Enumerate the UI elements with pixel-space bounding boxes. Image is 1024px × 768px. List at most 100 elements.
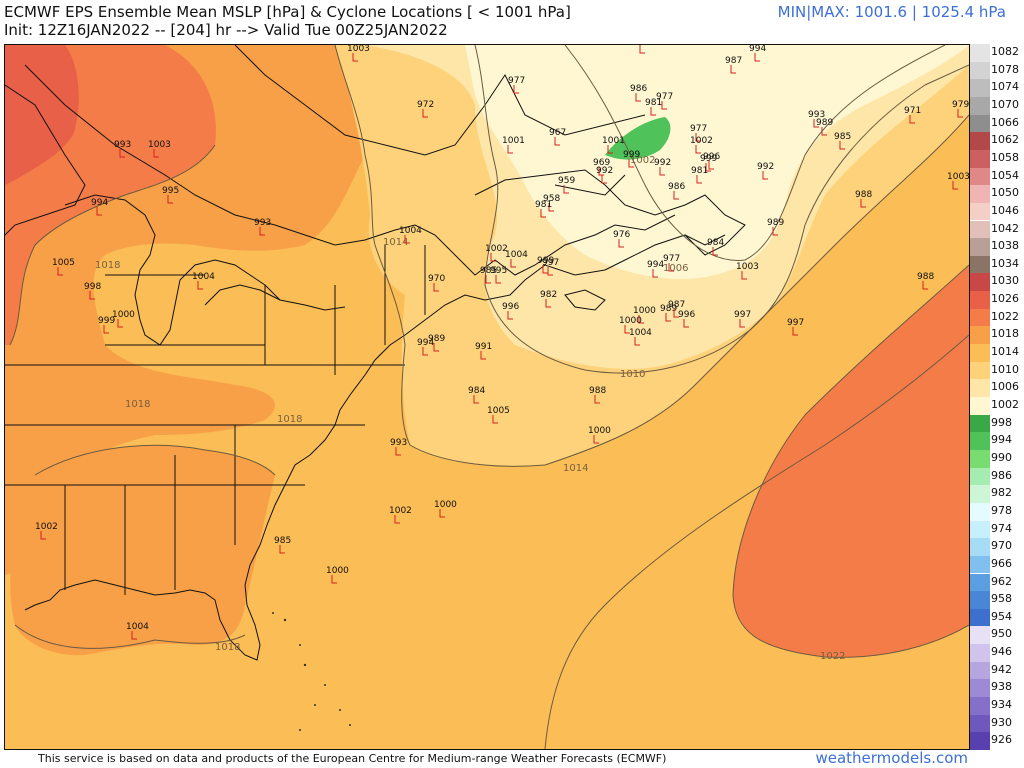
cyclone-pressure-label: 996 xyxy=(502,302,519,312)
colorbar-entry: 990 xyxy=(970,449,1020,468)
cyclone-l-icon xyxy=(792,327,798,336)
cyclone-l-icon xyxy=(119,149,125,158)
islands xyxy=(272,612,351,731)
cyclone-marker: 977 xyxy=(690,124,707,142)
cyclone-marker: 996 xyxy=(703,152,720,170)
colorbar-entry: 966 xyxy=(970,555,1020,574)
cyclone-l-icon xyxy=(659,167,665,176)
cyclone-pressure-label: 994 xyxy=(417,338,434,348)
cyclone-marker: 995 xyxy=(162,186,179,204)
cyclone-l-icon xyxy=(547,267,553,276)
cyclone-marker: 1004 xyxy=(399,226,422,244)
colorbar-swatch xyxy=(970,238,990,256)
colorbar-swatch xyxy=(970,291,990,309)
cyclone-l-icon xyxy=(635,93,641,102)
colorbar-label: 1066 xyxy=(991,115,1019,129)
colorbar-entry: 1066 xyxy=(970,114,1020,133)
cyclone-pressure-label: 1004 xyxy=(505,250,528,260)
cyclone-l-icon xyxy=(634,337,640,346)
shading-1022-1026-se xyxy=(733,265,969,658)
cyclone-l-icon xyxy=(563,185,569,194)
colorbar-label: 1058 xyxy=(991,150,1019,164)
cyclone-marker: 1002 xyxy=(690,136,713,154)
colorbar-entry: 982 xyxy=(970,485,1020,503)
cyclone-marker: 1003 xyxy=(347,45,370,62)
colorbar-entry: 950 xyxy=(970,626,1020,645)
cyclone-l-icon xyxy=(495,275,501,284)
colorbar-label: 942 xyxy=(991,662,1012,676)
cyclone-l-icon xyxy=(89,291,95,300)
cyclone-marker: 972 xyxy=(417,100,434,118)
colorbar-entry: 1058 xyxy=(970,149,1020,168)
cyclone-pressure-label: 999 xyxy=(537,256,554,266)
colorbar-entry: 1010 xyxy=(970,361,1020,380)
cyclone-l-icon xyxy=(860,199,866,208)
colorbar-label: 934 xyxy=(991,698,1012,712)
cyclone-l-icon xyxy=(507,311,513,320)
cyclone-marker: 999 xyxy=(623,150,640,168)
colorbar-swatch xyxy=(970,697,990,715)
brand-link[interactable]: weathermodels.com xyxy=(815,749,968,767)
colorbar-swatch xyxy=(970,485,990,503)
cyclone-marker: 1003 xyxy=(148,140,171,158)
cyclone-l-icon xyxy=(513,85,519,94)
colorbar-entry: 958 xyxy=(970,591,1020,609)
cyclone-marker: 985 xyxy=(834,132,851,150)
colorbar-label: 982 xyxy=(991,486,1012,500)
cyclone-marker: 996 xyxy=(502,302,519,320)
cyclone-marker: 1001 xyxy=(602,136,625,154)
cyclone-l-icon xyxy=(404,235,410,244)
isobar-lines xyxy=(9,45,969,749)
cyclone-marker: 985 xyxy=(480,266,497,284)
cyclone-pressure-label: 1004 xyxy=(399,226,422,236)
cyclone-marker: 1000 xyxy=(633,306,656,324)
cyclone-l-icon xyxy=(624,325,630,334)
colorbar-swatch xyxy=(970,79,990,97)
cyclone-l-icon xyxy=(607,145,613,154)
cyclone-l-icon xyxy=(957,109,963,118)
cyclone-marker: 986 xyxy=(668,182,685,200)
cyclone-pressure-label: 967 xyxy=(549,128,566,138)
cyclone-marker: 1000 xyxy=(434,500,457,518)
colorbar-swatch xyxy=(970,520,990,539)
colorbar-label: 1002 xyxy=(991,398,1019,411)
colorbar-label: 1074 xyxy=(991,80,1019,94)
cyclone-pressure-label: 999 xyxy=(623,150,640,160)
colorbar-label: 1038 xyxy=(991,239,1019,253)
cyclone-pressure-label: 1003 xyxy=(347,45,370,54)
cyclone-pressure-label: 1001 xyxy=(502,136,525,146)
cyclone-marker: 971 xyxy=(904,106,921,124)
cyclone-marker: 999 xyxy=(537,256,554,274)
cyclone-l-icon xyxy=(480,351,486,360)
cyclone-l-icon xyxy=(433,343,439,352)
colorbar-label: 1018 xyxy=(991,327,1019,341)
cyclone-l-icon xyxy=(628,159,634,168)
colorbar-entry: 1006 xyxy=(970,379,1020,397)
cyclone-pressure-label: 972 xyxy=(417,100,434,110)
cyclone-pressure-label: 993 xyxy=(390,438,407,448)
colorbar-entry: 1014 xyxy=(970,344,1020,362)
colorbar-entry: 1018 xyxy=(970,326,1020,345)
cyclone-pressure-label: 969 xyxy=(593,158,610,168)
cyclone-marker: 1005 xyxy=(52,258,75,276)
cyclone-l-icon xyxy=(485,275,491,284)
cyclone-pressure-label: 958 xyxy=(543,194,560,204)
cyclone-pressure-label: 1000 xyxy=(619,316,642,326)
cyclone-pressure-label: 989 xyxy=(816,118,833,128)
cyclone-pressure-label: 988 xyxy=(855,190,872,200)
cyclone-l-icon xyxy=(594,395,600,404)
colorbar-entry: 934 xyxy=(970,697,1020,715)
cyclone-pressure-label: 985 xyxy=(834,132,851,142)
colorbar-swatch xyxy=(970,397,990,415)
cyclone-l-icon xyxy=(96,207,102,216)
cyclone-l-icon xyxy=(762,171,768,180)
cyclone-marker: 1002 xyxy=(485,244,508,262)
colorbar-entry: 1062 xyxy=(970,132,1020,150)
isobar-label: 1018 xyxy=(277,414,302,425)
cyclone-pressure-label: 988 xyxy=(917,272,934,282)
cyclone-marker: 970 xyxy=(428,274,445,292)
cyclone-pressure-label: 994 xyxy=(91,198,108,208)
cyclone-pressure-label: 984 xyxy=(707,238,724,248)
colorbar-swatch xyxy=(970,132,990,150)
cyclone-pressure-label: 1003 xyxy=(736,262,759,272)
